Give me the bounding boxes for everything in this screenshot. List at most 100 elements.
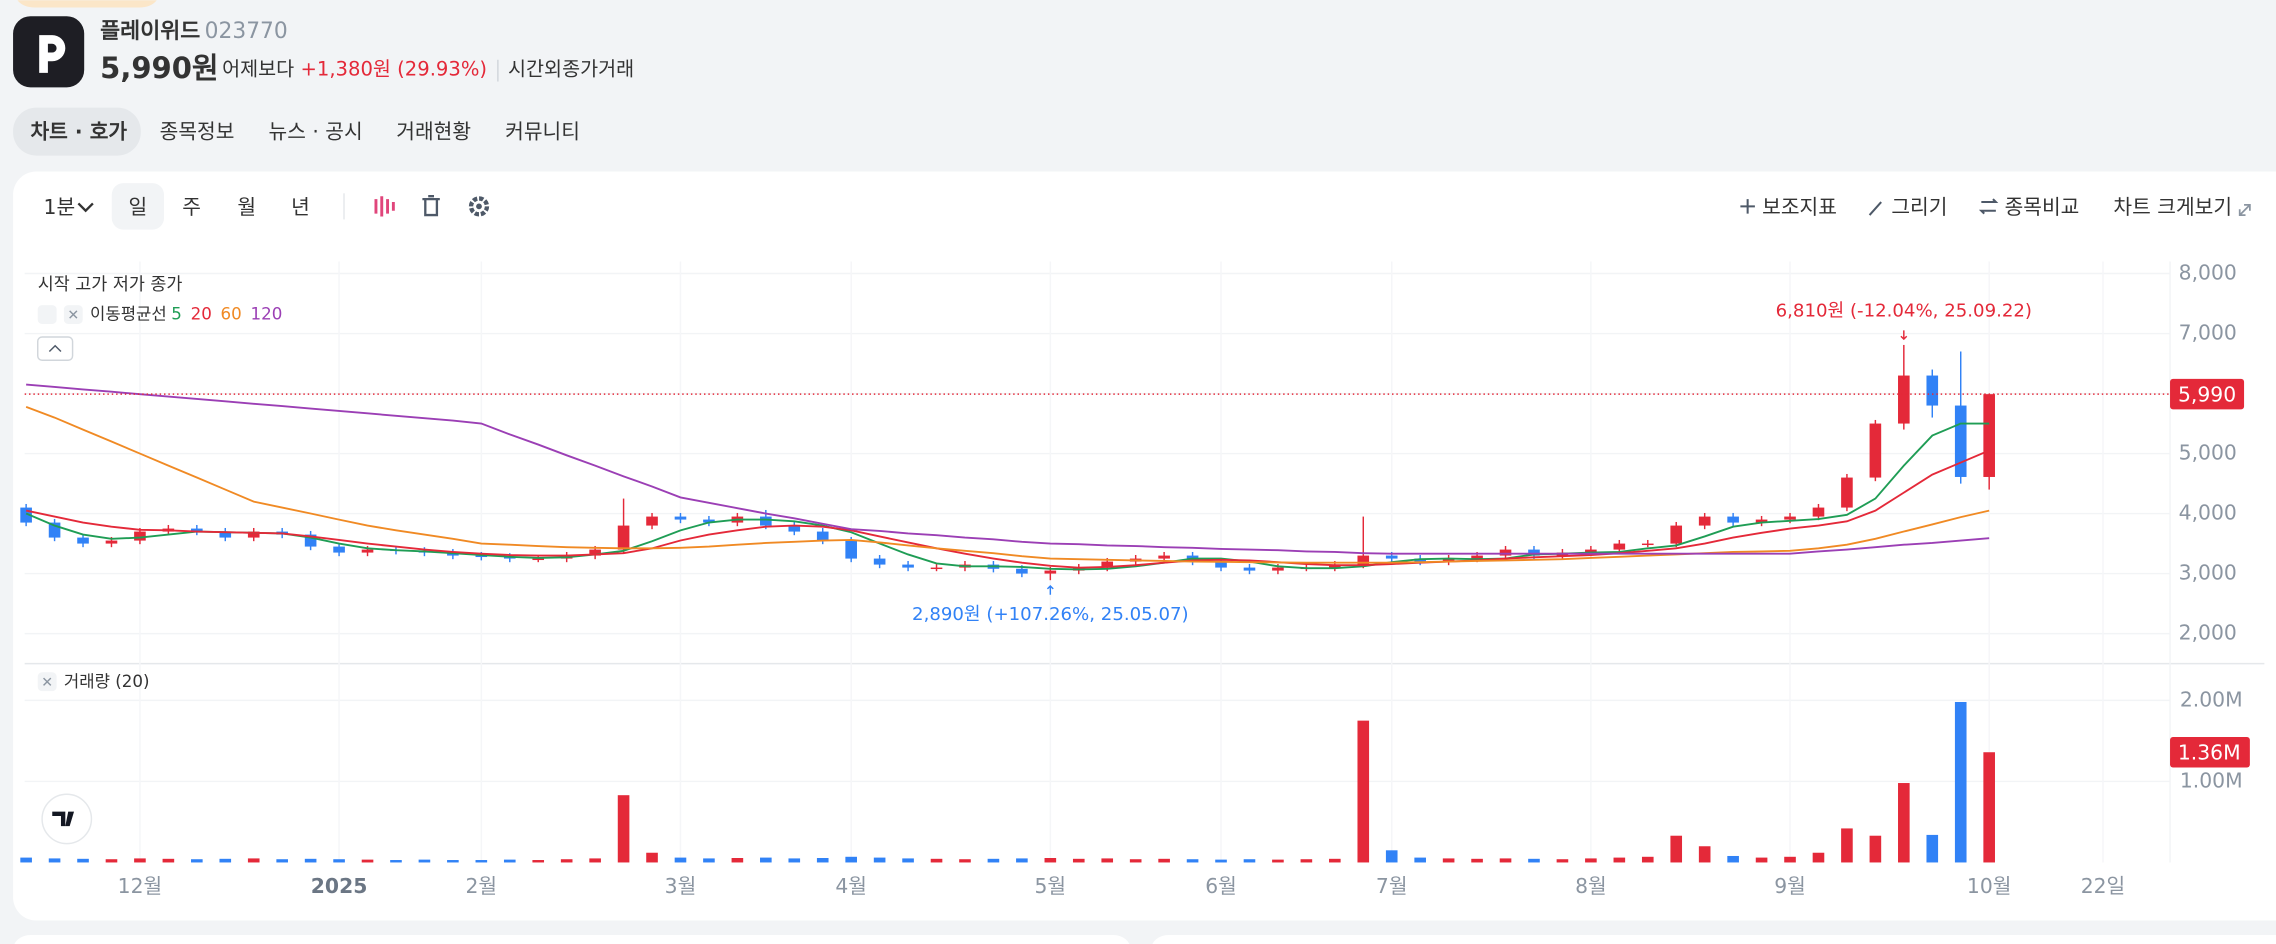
x-tick-label: 5월 (1035, 874, 1067, 898)
after-hours: 시간외종가거래 (508, 57, 634, 80)
volume-bar (930, 858, 943, 863)
candle-body (788, 525, 801, 532)
candle-body (1670, 525, 1683, 544)
volume-bar (902, 858, 914, 863)
y-tick-label: 8,000 (2179, 261, 2237, 285)
x-tick-label: 10월 (1967, 874, 2012, 898)
volume-bar (816, 858, 829, 863)
current-price: 5,990원 (100, 51, 218, 85)
volume-bar (1869, 835, 1882, 863)
candle-body (304, 534, 317, 547)
trash-icon[interactable] (422, 195, 440, 217)
volume-bar (1243, 859, 1256, 863)
moving-average-line (25, 422, 1990, 571)
volume-bar (1357, 720, 1370, 863)
candle-body (475, 555, 488, 558)
candle-body (1243, 567, 1256, 571)
volume-bar (1670, 835, 1683, 863)
period-button[interactable]: 주 (182, 195, 201, 219)
period-button[interactable]: 일 (129, 195, 148, 219)
toolbar-action[interactable]: 종목비교 (2005, 195, 2080, 219)
moving-average-line (25, 449, 1990, 569)
volume-bar (1300, 859, 1313, 863)
annotation: 6,810원 (-12.04%, 25.09.22) (1776, 301, 2032, 322)
candle-body (589, 549, 601, 556)
candle-body (1499, 549, 1512, 556)
volume-bar (1954, 701, 1967, 863)
volume-bar (1072, 858, 1085, 863)
candle-body (1385, 555, 1398, 559)
y-tick-label: 2,000 (2179, 621, 2237, 645)
volume-bar (788, 858, 801, 863)
volume-bar (418, 859, 431, 863)
y2-tick-label: 1.00M (2180, 768, 2243, 792)
volume-bar (1414, 857, 1426, 863)
candle-body (760, 516, 772, 526)
candle-body (191, 528, 203, 532)
volume-bar (361, 859, 374, 863)
stock-name: 플레이위드 (100, 19, 200, 44)
ma-legend-entry: 20 (191, 305, 212, 324)
candle-body (1357, 555, 1370, 565)
moving-average-line (25, 405, 1990, 564)
plus-icon (1740, 199, 1755, 214)
collapse-button[interactable] (37, 336, 74, 361)
last-volume-box (2170, 737, 2250, 768)
candle-icon[interactable] (374, 196, 395, 217)
volume-bar (760, 857, 772, 863)
tab[interactable]: 뉴스 · 공시 (269, 119, 363, 143)
toolbar-action[interactable]: 차트 크게보기 (2113, 195, 2232, 219)
ma-legend-entry: 5 (171, 305, 182, 324)
y-tick-label: 3,000 (2179, 561, 2237, 585)
volume-bar (333, 859, 345, 863)
candle-body (20, 507, 32, 523)
volume-bar (390, 860, 402, 863)
candle-body (1613, 543, 1626, 550)
top-badge (17, 0, 157, 8)
toolbar-action[interactable]: 보조지표 (1762, 195, 1837, 219)
hide-button[interactable] (37, 305, 57, 324)
volume-bar (1585, 858, 1597, 863)
volume-bar (1499, 858, 1512, 863)
candle-body (1954, 405, 1967, 477)
period-active-bg (111, 183, 165, 230)
collapse-icon (48, 344, 62, 353)
period-button[interactable]: 년 (291, 195, 310, 219)
volume-bar (959, 859, 971, 863)
candle-body (1215, 561, 1227, 568)
last-price-box (2170, 378, 2245, 410)
ma-legend-entry: 120 (251, 305, 283, 324)
candle-body (703, 519, 715, 523)
volume-bar (674, 857, 687, 863)
volume-bar (191, 859, 203, 863)
price-change: +1,380원 (29.93%) (300, 57, 487, 80)
candle-body (1983, 394, 1995, 477)
candle-body (48, 522, 61, 538)
volume-bar (1926, 834, 1939, 863)
candle-body (1101, 561, 1114, 568)
pen-icon (1868, 201, 1882, 216)
tab[interactable]: 거래현황 (396, 119, 471, 143)
volume-bar (1044, 858, 1057, 863)
tab[interactable]: 커뮤니티 (505, 119, 580, 143)
toolbar-action[interactable]: 그리기 (1891, 195, 1947, 219)
volume-bar (589, 858, 601, 863)
period-button[interactable]: 월 (237, 195, 256, 219)
candle-body (930, 567, 943, 570)
annotation: 2,890원 (+107.26%, 25.05.07) (912, 604, 1189, 625)
candle-body (1727, 516, 1739, 523)
ma-legend-values: 5 20 60 120 (171, 305, 282, 324)
candle-body (1698, 516, 1711, 526)
volume-bar (845, 856, 857, 863)
tab[interactable]: 차트 · 호가 (30, 119, 127, 143)
tab[interactable]: 종목정보 (160, 119, 235, 143)
volume-bar (162, 858, 175, 863)
candle-body (1784, 516, 1796, 520)
volume-bar (105, 859, 118, 863)
settings-icon[interactable] (468, 196, 490, 217)
volume-bar (987, 858, 1000, 863)
interval-select[interactable]: 1분 (44, 195, 76, 219)
volume-bar (1556, 859, 1569, 863)
card-below (14, 935, 1130, 944)
candle-body (333, 546, 345, 553)
